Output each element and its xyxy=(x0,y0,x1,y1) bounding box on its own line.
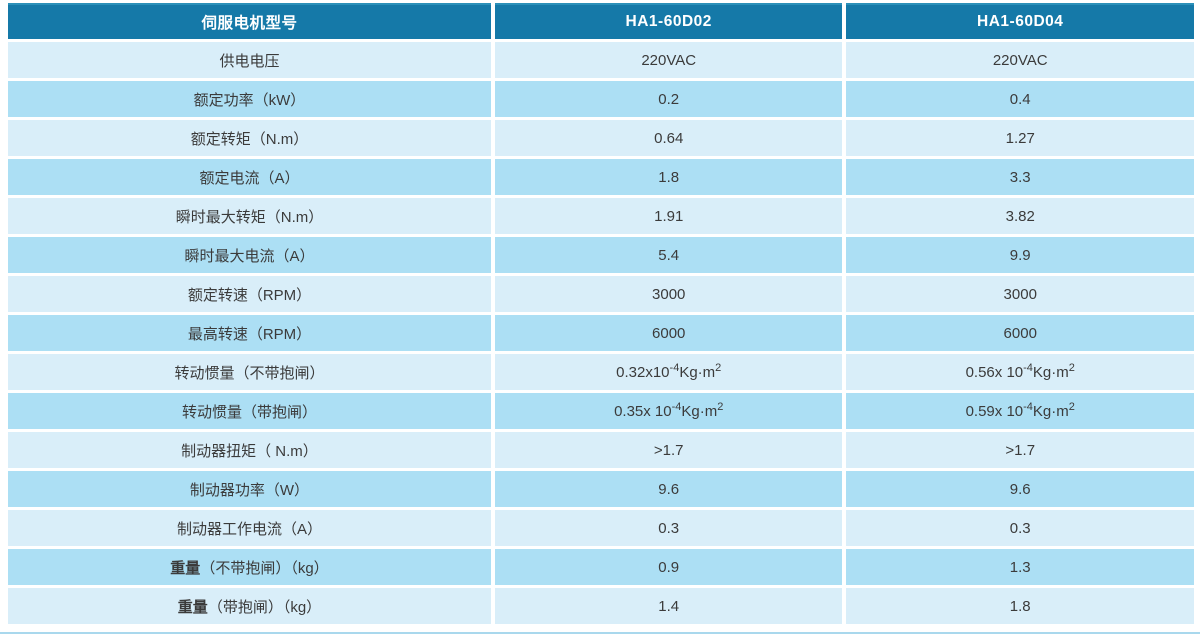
bottom-divider xyxy=(0,632,1200,634)
spec-value-cell: 1.91 xyxy=(494,198,843,234)
table-row: 重量（不带抱闸）（kg） 0.9 1.3 xyxy=(8,549,1194,585)
column-header-model-ha1-60d04: HA1-60D04 xyxy=(846,3,1194,39)
table-row: 额定转速（RPM） 3000 3000 xyxy=(8,276,1194,312)
spec-value-cell: 3.82 xyxy=(846,198,1194,234)
spec-label-cell: 额定电流（A） xyxy=(8,159,491,195)
spec-value-cell: 6000 xyxy=(494,315,843,351)
superscript: -4 xyxy=(669,361,680,374)
spec-value-cell: 0.35x 10-4Kg·m2 xyxy=(494,393,843,429)
spec-label-cell: 重量（带抱闸）（kg） xyxy=(8,588,491,624)
column-header-model-label: 伺服电机型号 xyxy=(8,3,491,39)
spec-value-cell: 0.3 xyxy=(494,510,843,546)
spec-label-cell: 转动惯量（带抱闸） xyxy=(8,393,491,429)
table-row: 供电电压 220VAC 220VAC xyxy=(8,42,1194,78)
spec-value-cell: 1.4 xyxy=(494,588,843,624)
table-row: 额定电流（A） 1.8 3.3 xyxy=(8,159,1194,195)
spec-label-cell: 供电电压 xyxy=(8,42,491,78)
table-row: 转动惯量（不带抱闸） 0.32x10-4Kg·m2 0.56x 10-4Kg·m2 xyxy=(8,354,1194,390)
spec-value-cell: >1.7 xyxy=(846,432,1194,468)
spec-label-cell: 重量（不带抱闸）（kg） xyxy=(8,549,491,585)
spec-label-cell: 制动器工作电流（A） xyxy=(8,510,491,546)
spec-value-cell: 1.3 xyxy=(846,549,1194,585)
spec-label-bold-prefix: 重量 xyxy=(177,598,208,616)
table-row: 重量（带抱闸）（kg） 1.4 1.8 xyxy=(8,588,1194,624)
spec-label-cell: 制动器功率（W） xyxy=(8,471,491,507)
spec-value-cell: 3.3 xyxy=(846,159,1194,195)
spec-label-cell: 瞬时最大转矩（N.m） xyxy=(8,198,491,234)
column-header-model-ha1-60d02: HA1-60D02 xyxy=(494,3,843,39)
spec-label-cell: 瞬时最大电流（A） xyxy=(8,237,491,273)
table-row: 制动器扭矩（ N.m） >1.7 >1.7 xyxy=(8,432,1194,468)
spec-value-cell: >1.7 xyxy=(494,432,843,468)
spec-label-cell: 额定转速（RPM） xyxy=(8,276,491,312)
superscript: 2 xyxy=(1068,400,1075,413)
spec-value-cell: 1.27 xyxy=(846,120,1194,156)
table-row: 瞬时最大转矩（N.m） 1.91 3.82 xyxy=(8,198,1194,234)
spec-value-cell: 0.3 xyxy=(846,510,1194,546)
spec-label-bold-prefix: 重量 xyxy=(170,559,201,577)
spec-value-cell: 3000 xyxy=(846,276,1194,312)
spec-label-cell: 额定转矩（N.m） xyxy=(8,120,491,156)
spec-value-cell: 0.9 xyxy=(494,549,843,585)
spec-value-cell: 0.4 xyxy=(846,81,1194,117)
spec-label-cell: 额定功率（kW） xyxy=(8,81,491,117)
superscript: -4 xyxy=(671,400,682,413)
superscript: 2 xyxy=(715,361,722,374)
servo-motor-spec-table: 伺服电机型号 HA1-60D02 HA1-60D04 供电电压 220VAC 220… xyxy=(4,0,1198,627)
spec-value-cell: 1.8 xyxy=(846,588,1194,624)
spec-value-cell: 220VAC xyxy=(846,42,1194,78)
superscript: 2 xyxy=(1068,361,1075,374)
table-row: 制动器工作电流（A） 0.3 0.3 xyxy=(8,510,1194,546)
spec-value-cell: 0.2 xyxy=(494,81,843,117)
table-row: 额定功率（kW） 0.2 0.4 xyxy=(8,81,1194,117)
spec-value-cell: 0.56x 10-4Kg·m2 xyxy=(846,354,1194,390)
table-row: 制动器功率（W） 9.6 9.6 xyxy=(8,471,1194,507)
spec-value-cell: 5.4 xyxy=(494,237,843,273)
spec-label-cell: 最高转速（RPM） xyxy=(8,315,491,351)
spec-value-cell: 9.6 xyxy=(846,471,1194,507)
table-body: 供电电压 220VAC 220VAC 额定功率（kW） 0.2 0.4 额定转矩（N.m） 0… xyxy=(8,42,1194,624)
table-row: 瞬时最大电流（A） 5.4 9.9 xyxy=(8,237,1194,273)
spec-value-cell: 0.32x10-4Kg·m2 xyxy=(494,354,843,390)
spec-label-cell: 制动器扭矩（ N.m） xyxy=(8,432,491,468)
spec-value-cell: 3000 xyxy=(494,276,843,312)
table-row: 最高转速（RPM） 6000 6000 xyxy=(8,315,1194,351)
spec-value-cell: 0.64 xyxy=(494,120,843,156)
header-row: 伺服电机型号 HA1-60D02 HA1-60D04 xyxy=(8,3,1194,39)
spec-value-cell: 220VAC xyxy=(494,42,843,78)
superscript: -4 xyxy=(1023,400,1033,413)
spec-value-cell: 6000 xyxy=(846,315,1194,351)
spec-value-cell: 9.9 xyxy=(846,237,1194,273)
spec-value-cell: 1.8 xyxy=(494,159,843,195)
spec-value-cell: 9.6 xyxy=(494,471,843,507)
superscript: 2 xyxy=(717,400,724,413)
superscript: -4 xyxy=(1023,361,1033,374)
spec-label-cell: 转动惯量（不带抱闸） xyxy=(8,354,491,390)
table-row: 转动惯量（带抱闸） 0.35x 10-4Kg·m2 0.59x 10-4Kg·m2 xyxy=(8,393,1194,429)
table-row: 额定转矩（N.m） 0.64 1.27 xyxy=(8,120,1194,156)
spec-value-cell: 0.59x 10-4Kg·m2 xyxy=(846,393,1194,429)
